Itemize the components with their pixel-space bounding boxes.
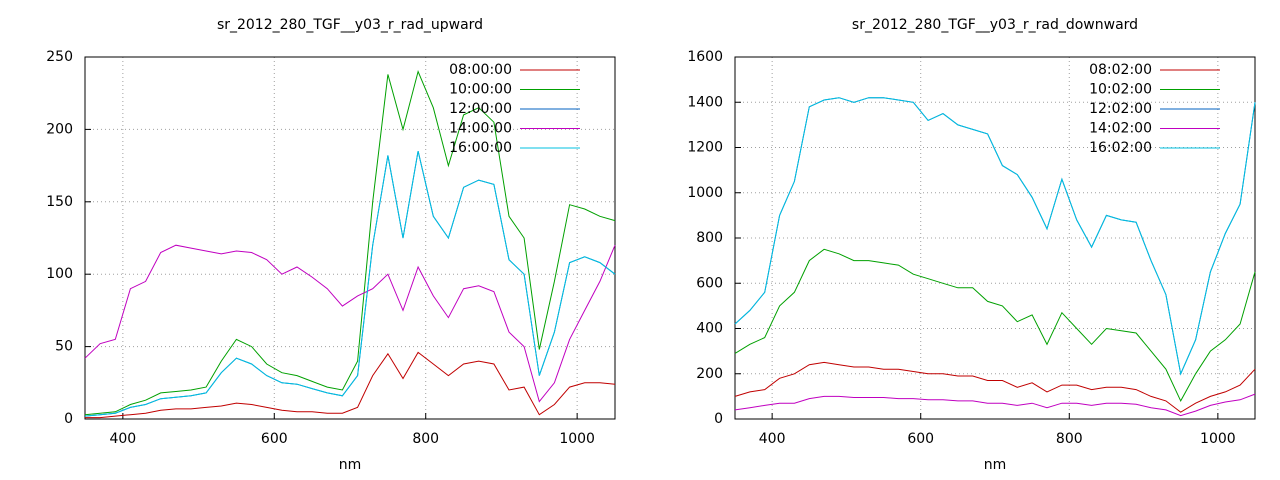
chart-title: sr_2012_280_TGF__y03_r_rad_upward — [217, 17, 483, 33]
x-tick-label: 600 — [261, 431, 288, 447]
legend-label: 16:00:00 — [449, 140, 512, 156]
legend-label: 12:00:00 — [449, 101, 512, 117]
x-tick-label: 800 — [1056, 431, 1083, 447]
legend-label: 08:02:00 — [1089, 62, 1152, 78]
y-tick-label: 400 — [696, 321, 723, 337]
data-line — [734, 97, 1256, 376]
legend-label: 16:02:00 — [1089, 140, 1152, 156]
x-tick-label: 600 — [907, 431, 934, 447]
legend-label: 14:00:00 — [449, 121, 512, 137]
x-axis-label: nm — [984, 457, 1007, 473]
y-tick-label: 200 — [696, 366, 723, 382]
legend-label: 10:02:00 — [1089, 82, 1152, 98]
data-line — [734, 97, 1256, 376]
data-line — [734, 248, 1256, 403]
y-tick-label: 50 — [55, 339, 73, 355]
y-tick-label: 250 — [46, 49, 73, 65]
y-tick-label: 1600 — [687, 49, 723, 65]
y-tick-label: 600 — [696, 275, 723, 291]
plot-frame — [734, 56, 1256, 420]
legend-label: 08:00:00 — [449, 62, 512, 78]
data-line — [734, 393, 1256, 417]
y-tick-label: 150 — [46, 194, 73, 210]
x-axis-label: nm — [339, 457, 362, 473]
x-tick-label: 400 — [109, 431, 136, 447]
x-tick-label: 800 — [412, 431, 439, 447]
data-line — [734, 361, 1256, 413]
data-line — [84, 150, 616, 417]
y-tick-label: 1000 — [687, 185, 723, 201]
y-tick-label: 800 — [696, 230, 723, 246]
legend-label: 12:02:00 — [1089, 101, 1152, 117]
y-tick-label: 200 — [46, 121, 73, 137]
y-tick-label: 100 — [46, 266, 73, 282]
data-line — [85, 351, 616, 419]
legend-label: 14:02:00 — [1089, 121, 1152, 137]
y-tick-label: 1400 — [687, 94, 723, 110]
x-tick-label: 400 — [759, 431, 786, 447]
data-line — [84, 69, 616, 416]
y-tick-label: 0 — [64, 411, 73, 427]
plot-frame — [84, 56, 616, 420]
y-tick-label: 1200 — [687, 140, 723, 156]
x-tick-label: 1000 — [559, 431, 595, 447]
x-tick-label: 1000 — [1200, 431, 1236, 447]
y-tick-label: 0 — [714, 411, 723, 427]
data-line — [84, 244, 616, 403]
legend-label: 10:00:00 — [449, 82, 512, 98]
chart-title: sr_2012_280_TGF__y03_r_rad_downward — [852, 17, 1138, 33]
